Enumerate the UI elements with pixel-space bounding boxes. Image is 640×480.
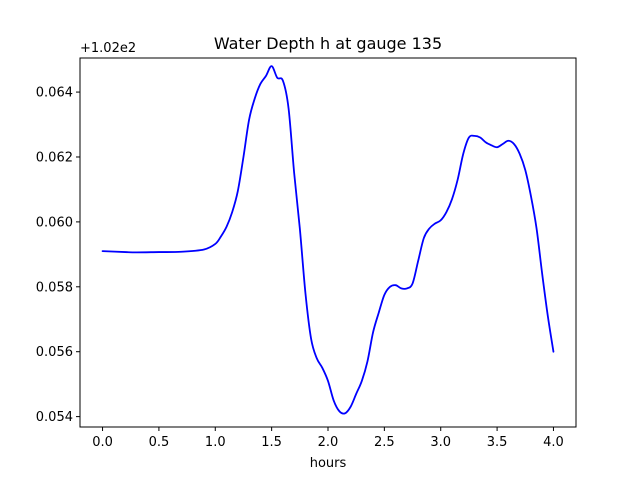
x-tick-label: 3.0	[430, 435, 451, 450]
y-tick-label: 0.056	[36, 345, 73, 360]
x-tick-label: 2.0	[318, 435, 339, 450]
x-tick-label: 0.0	[92, 435, 113, 450]
plot-area-frame	[79, 57, 577, 428]
chart-title: Water Depth h at gauge 135	[214, 34, 442, 53]
y-tick-label: 0.054	[36, 410, 73, 425]
series-layer	[101, 65, 555, 415]
x-axis-label: hours	[310, 456, 347, 471]
x-tick-label: 1.5	[261, 435, 282, 450]
y-tick-label: 0.064	[36, 86, 73, 101]
x-tick-label: 0.5	[149, 435, 170, 450]
y-offset-label: +1.02e2	[80, 41, 136, 56]
x-tick-label: 3.5	[487, 435, 508, 450]
tick-layer: 0.0 0.5 1.0 1.5 2.0 2.5 3.0 3.5 4.0 0.054 0.056 0.0…	[36, 86, 564, 450]
x-tick-label: 1.0	[205, 435, 226, 450]
y-tick-label: 0.058	[36, 280, 73, 295]
x-tick-label: 4.0	[543, 435, 564, 450]
y-tick-label: 0.060	[36, 215, 73, 230]
y-tick-label: 0.062	[36, 150, 73, 165]
x-tick-label: 2.5	[374, 435, 395, 450]
series-line	[101, 65, 555, 415]
